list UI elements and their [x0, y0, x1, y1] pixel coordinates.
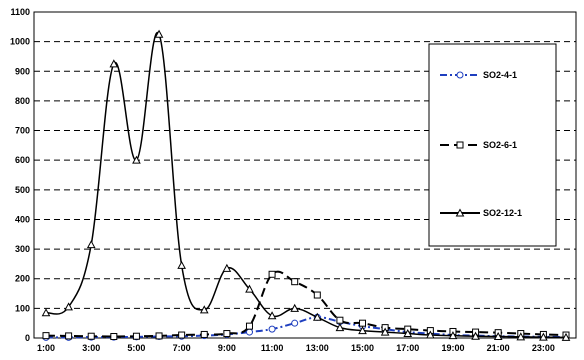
legend-entry: SO2-4-1 — [440, 70, 517, 80]
data-point-marker — [109, 59, 119, 68]
data-point-marker — [223, 330, 231, 338]
data-point-marker — [86, 240, 96, 249]
y-tick-label: 100 — [15, 303, 30, 313]
x-tick-label: 5:00 — [127, 343, 145, 353]
x-tick-label: 11:00 — [261, 343, 284, 353]
data-point-marker — [291, 278, 299, 286]
data-point-marker — [110, 333, 118, 341]
y-tick-label: 1000 — [10, 37, 30, 47]
legend-label: SO2-6-1 — [483, 140, 517, 150]
y-tick-label: 700 — [15, 126, 30, 136]
data-point-marker — [177, 260, 186, 269]
x-tick-label: 1:00 — [37, 343, 55, 353]
y-tick-label: 600 — [15, 155, 30, 165]
data-point-marker — [516, 332, 526, 341]
y-axis-ticks: 0 100 200 300 400 500 600 700 800 900 1000 1100 — [10, 7, 30, 343]
data-point-marker — [380, 327, 390, 336]
legend-marker — [456, 141, 464, 149]
x-tick-label: 23:00 — [532, 343, 555, 353]
x-tick-label: 9:00 — [218, 343, 236, 353]
data-point-marker — [87, 332, 95, 340]
legend-marker — [455, 208, 465, 217]
series-line — [45, 316, 567, 339]
y-tick-label: 800 — [15, 96, 30, 106]
data-point-marker — [493, 331, 503, 341]
data-point-marker — [471, 331, 480, 340]
data-point-marker — [245, 322, 253, 330]
x-tick-label: 19:00 — [441, 343, 464, 353]
data-point-marker — [291, 319, 299, 327]
y-tick-label: 0 — [25, 333, 30, 343]
data-point-marker — [155, 332, 163, 340]
data-point-marker — [267, 311, 277, 320]
x-tick-label: 15:00 — [351, 343, 374, 353]
data-point-marker — [245, 284, 254, 293]
data-point-marker — [561, 332, 571, 341]
data-point-marker — [268, 270, 276, 278]
data-point-marker — [222, 263, 232, 272]
x-tick-label: 7:00 — [173, 343, 191, 353]
series-SO2-12-1 — [41, 29, 571, 341]
y-tick-label: 400 — [15, 214, 30, 224]
legend-entry: SO2-12-1 — [440, 208, 522, 218]
legend-label: SO2-4-1 — [483, 70, 517, 80]
x-tick-label: 3:00 — [82, 343, 100, 353]
legend-entry: SO2-6-1 — [440, 140, 517, 150]
data-point-marker — [132, 155, 141, 164]
data-point-marker — [199, 305, 209, 314]
data-point-marker — [313, 291, 321, 299]
data-point-marker — [178, 331, 186, 339]
data-point-marker — [200, 330, 208, 338]
data-point-marker — [154, 29, 164, 38]
y-tick-label: 200 — [15, 274, 30, 284]
data-point-marker — [426, 330, 435, 339]
data-point-marker — [65, 332, 73, 340]
y-tick-label: 1100 — [10, 7, 30, 17]
data-point-marker — [359, 319, 367, 327]
data-point-marker — [335, 323, 345, 332]
x-tick-label: 17:00 — [396, 343, 419, 353]
y-tick-label: 500 — [15, 185, 30, 195]
data-point-marker — [42, 332, 50, 340]
data-point-marker — [312, 312, 322, 321]
data-point-marker — [539, 332, 548, 341]
data-point-marker — [268, 325, 276, 333]
x-axis-ticks: 1:00 3:00 5:00 7:00 9:00 11:00 13:00 15:00 17:00… — [37, 343, 555, 353]
x-tick-label: 13:00 — [306, 343, 329, 353]
x-tick-label: 21:00 — [487, 343, 510, 353]
data-point-marker — [64, 302, 73, 311]
data-point-marker — [358, 326, 367, 335]
legend-marker — [456, 71, 464, 79]
data-point-marker — [336, 316, 344, 324]
data-point-marker — [290, 303, 300, 312]
data-point-marker — [448, 331, 458, 340]
series-lines — [41, 29, 571, 341]
legend-label: SO2-12-1 — [483, 208, 522, 218]
data-point-marker — [41, 308, 51, 317]
legend: SO2-4-1 SO2-6-1 SO2-12-1 — [428, 43, 557, 247]
y-tick-label: 900 — [15, 66, 30, 76]
y-tick-label: 300 — [15, 244, 30, 254]
data-point-marker — [403, 328, 413, 338]
data-point-marker — [132, 332, 140, 340]
